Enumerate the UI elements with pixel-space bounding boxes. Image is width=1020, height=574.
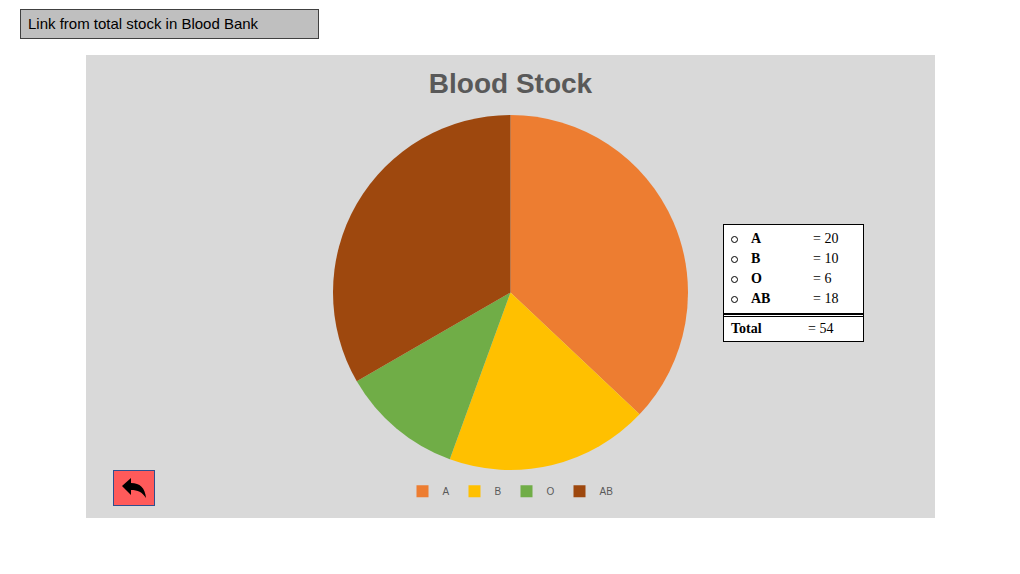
html-text:Link from total stock in Blood: Link from total stock in Blood Bank xyxy=(28,15,259,32)
html-text:= 18: = 18 xyxy=(813,291,839,306)
html-text:= 10: = 10 xyxy=(813,251,839,266)
html-text:B: B xyxy=(751,251,761,266)
html-text:= 20: = 20 xyxy=(813,231,839,246)
html-text:O: O xyxy=(751,271,762,286)
html-text:= 6: = 6 xyxy=(813,271,832,286)
html-text:Total: Total xyxy=(731,321,762,336)
html-text:A: A xyxy=(751,231,762,246)
svg-text:B: B xyxy=(495,486,502,497)
svg-text:O: O xyxy=(547,486,555,497)
svg-text:A: A xyxy=(443,486,450,497)
svg-text:AB: AB xyxy=(600,486,614,497)
html-text:AB: AB xyxy=(751,291,771,306)
html-text:= 54: = 54 xyxy=(808,321,834,336)
svg-text:Blood Stock: Blood Stock xyxy=(429,68,593,99)
